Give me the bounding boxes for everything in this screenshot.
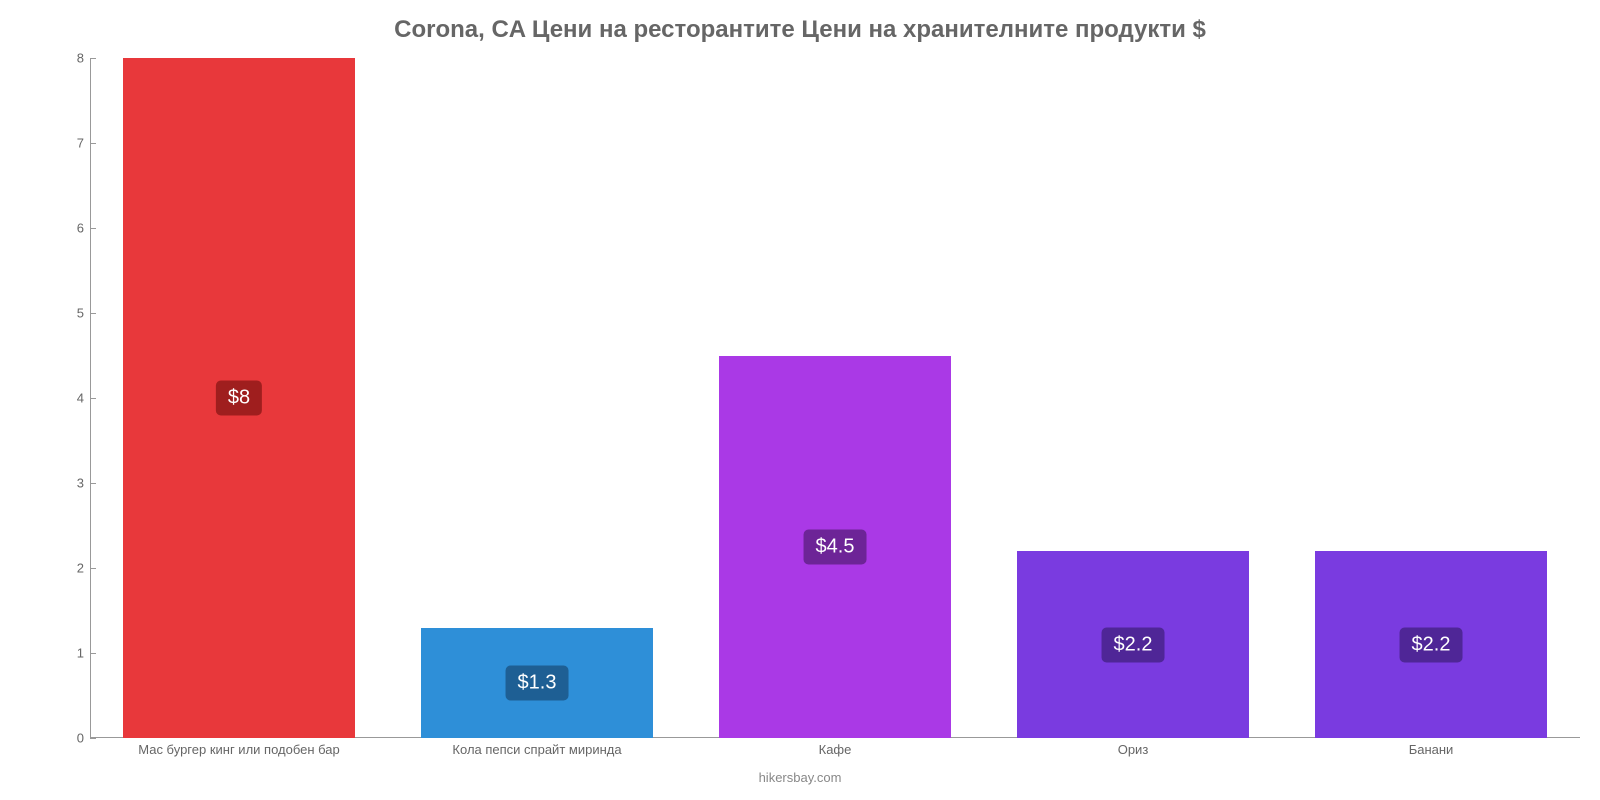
y-tick-mark (90, 143, 96, 144)
y-tick-label: 6 (77, 221, 84, 236)
x-tick-label: Кафе (819, 742, 852, 757)
bar-value-badge: $4.5 (804, 529, 867, 564)
plot-area: 012345678 $8$1.3$4.5$2.2$2.2 Мас бургер … (60, 58, 1580, 738)
bar-value-badge: $1.3 (506, 665, 569, 700)
y-tick-mark (90, 313, 96, 314)
bar: $2.2 (1315, 551, 1547, 738)
chart-container: Corona, CA Цени на ресторантите Цени на … (0, 0, 1600, 800)
bar: $1.3 (421, 628, 653, 739)
y-tick-label: 8 (77, 51, 84, 66)
y-tick-label: 3 (77, 476, 84, 491)
y-tick-mark (90, 58, 96, 59)
bar-value-badge: $8 (216, 381, 262, 416)
y-tick-label: 7 (77, 136, 84, 151)
y-tick-mark (90, 483, 96, 484)
bar: $2.2 (1017, 551, 1249, 738)
x-tick-label: Мас бургер кинг или подобен бар (138, 742, 340, 757)
bar-value-badge: $2.2 (1400, 627, 1463, 662)
bars-group: $8 $1.3 $4.5 $2.2 $2.2 (90, 58, 1580, 738)
y-tick-mark (90, 568, 96, 569)
bar: $4.5 (719, 356, 951, 739)
x-axis-labels: Мас бургер кинг или подобен бар Кола пепс… (90, 742, 1580, 762)
chart-footer: hikersbay.com (30, 770, 1570, 785)
x-tick-label: Ориз (1118, 742, 1149, 757)
y-tick-label: 1 (77, 646, 84, 661)
x-tick-label: Банани (1409, 742, 1454, 757)
y-tick-label: 0 (77, 731, 84, 746)
y-tick-label: 5 (77, 306, 84, 321)
y-axis: 012345678 (60, 58, 90, 738)
x-tick-label: Кола пепси спрайт миринда (452, 742, 621, 757)
y-tick-mark (90, 738, 96, 739)
y-tick-mark (90, 398, 96, 399)
bar-value-badge: $2.2 (1102, 627, 1165, 662)
y-tick-label: 4 (77, 391, 84, 406)
chart-title: Corona, CA Цени на ресторантите Цени на … (30, 10, 1570, 58)
y-tick-label: 2 (77, 561, 84, 576)
bar: $8 (123, 58, 355, 738)
y-tick-mark (90, 228, 96, 229)
y-tick-mark (90, 653, 96, 654)
